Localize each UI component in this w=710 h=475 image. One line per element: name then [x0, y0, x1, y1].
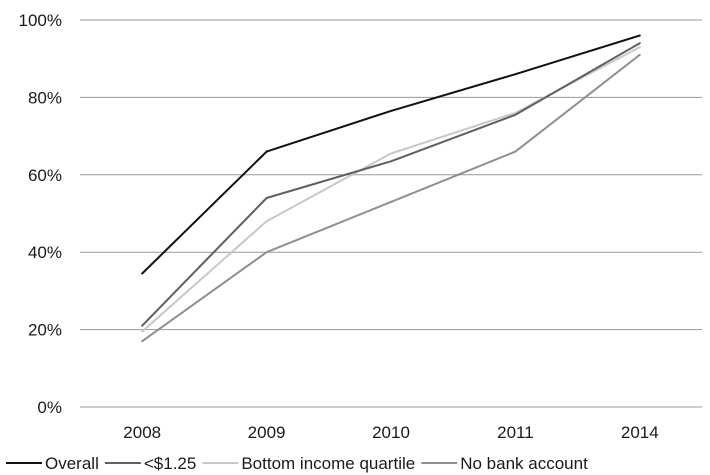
legend-label: <$1.25	[144, 454, 196, 473]
y-tick-label: 40%	[28, 243, 62, 262]
grid-layer	[80, 19, 702, 408]
series-line-overall	[141, 34, 641, 275]
y-tick-label: 80%	[28, 88, 62, 107]
series-line-no-bank-account	[141, 53, 641, 343]
y-tick-label: 0%	[37, 398, 62, 417]
x-tick-label: 2010	[372, 423, 410, 442]
x-axis-tick-labels: 2008 2009 2010 2011 2014	[123, 423, 658, 442]
x-tick-label: 2011	[497, 423, 534, 442]
x-tick-label: 2008	[123, 423, 161, 442]
legend-label: Overall	[45, 454, 99, 473]
legend: Overall <$1.25 Bottom income quartile No ba…	[6, 454, 588, 473]
x-tick-label: 2014	[621, 423, 659, 442]
y-tick-label: 60%	[28, 166, 62, 185]
x-tick-label: 2009	[248, 423, 286, 442]
series-lines	[141, 34, 641, 343]
y-axis-tick-labels: 0% 20% 40% 60% 80% 100%	[19, 11, 62, 417]
legend-label: No bank account	[460, 454, 588, 473]
legend-label: Bottom income quartile	[241, 454, 415, 473]
series-line-1-25	[141, 42, 641, 327]
y-tick-label: 20%	[28, 321, 62, 340]
y-tick-label: 100%	[19, 11, 62, 30]
